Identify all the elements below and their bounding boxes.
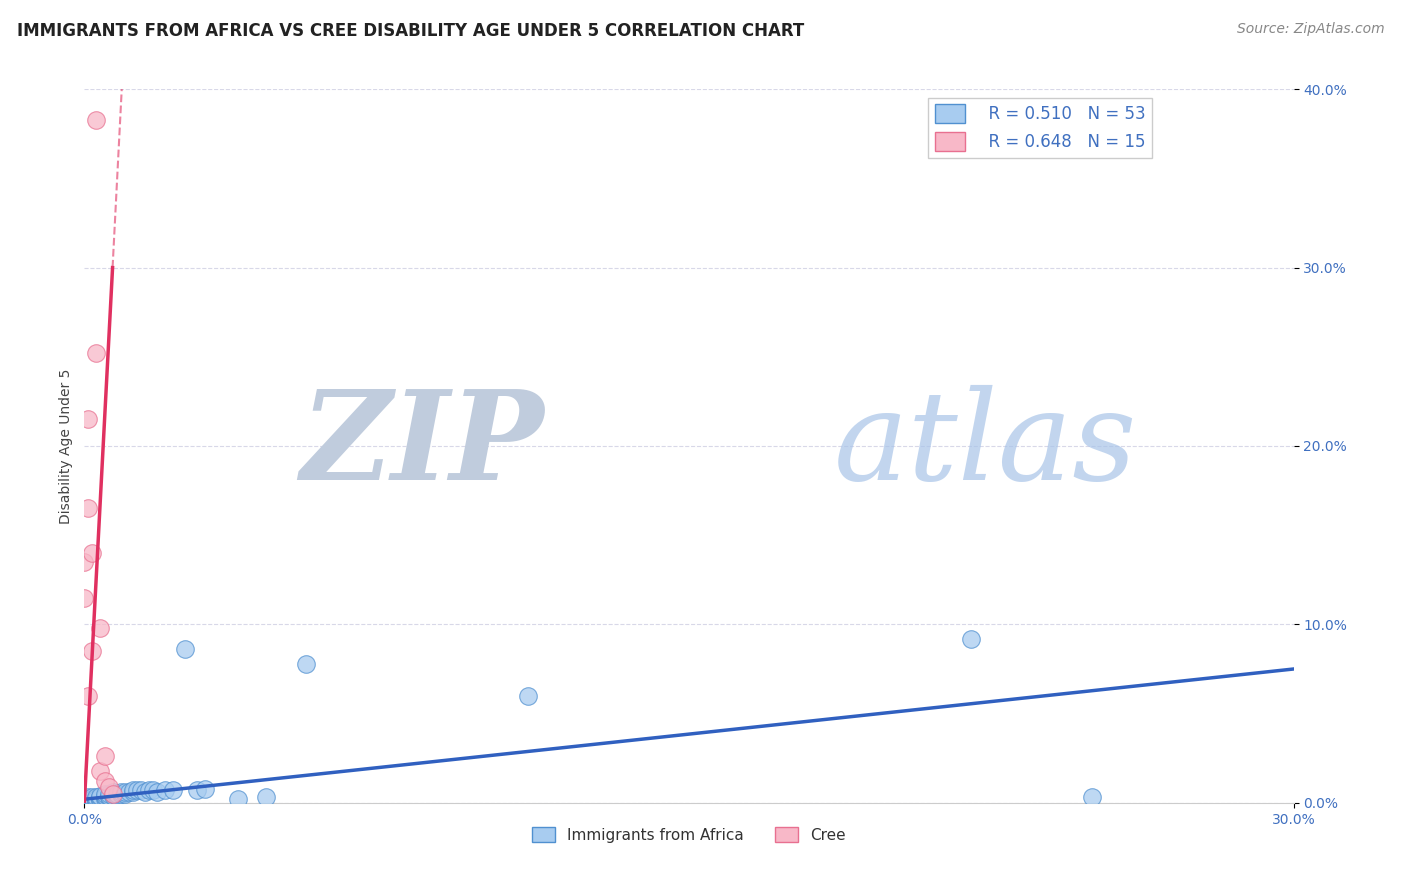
Point <box>93 774 115 789</box>
Point <box>174 642 197 657</box>
Point <box>82 792 104 806</box>
Point <box>101 787 124 801</box>
Point <box>86 346 108 360</box>
Point <box>226 792 249 806</box>
Point <box>194 781 217 796</box>
Point <box>129 783 152 797</box>
Point <box>295 657 318 671</box>
Point <box>89 621 111 635</box>
Point <box>146 785 169 799</box>
Point <box>138 783 160 797</box>
Point <box>73 555 96 569</box>
Point <box>89 789 111 803</box>
Point <box>82 546 104 560</box>
Point <box>82 792 104 806</box>
Point <box>153 783 176 797</box>
Point <box>82 644 104 658</box>
Point <box>142 783 165 797</box>
Point <box>77 794 100 808</box>
Y-axis label: Disability Age Under 5: Disability Age Under 5 <box>59 368 73 524</box>
Point <box>105 787 128 801</box>
Point <box>93 790 115 805</box>
Point <box>101 789 124 803</box>
Point <box>110 785 132 799</box>
Point <box>86 112 108 127</box>
Point <box>97 780 120 794</box>
Point <box>1081 790 1104 805</box>
Text: IMMIGRANTS FROM AFRICA VS CREE DISABILITY AGE UNDER 5 CORRELATION CHART: IMMIGRANTS FROM AFRICA VS CREE DISABILIT… <box>17 22 804 40</box>
Point <box>186 783 208 797</box>
Point <box>89 764 111 778</box>
Point <box>121 785 143 799</box>
Point <box>89 792 111 806</box>
Point <box>114 785 136 799</box>
Point <box>101 787 124 801</box>
Point <box>101 785 124 799</box>
Point <box>86 792 108 806</box>
Point <box>77 412 100 426</box>
Point <box>97 787 120 801</box>
Point <box>516 689 538 703</box>
Point <box>114 787 136 801</box>
Point <box>93 789 115 803</box>
Point <box>254 790 277 805</box>
Point <box>77 689 100 703</box>
Legend: Immigrants from Africa, Cree: Immigrants from Africa, Cree <box>526 821 852 848</box>
Point <box>960 632 983 646</box>
Point <box>110 787 132 801</box>
Point <box>105 789 128 803</box>
Text: ZIP: ZIP <box>299 385 544 507</box>
Text: atlas: atlas <box>834 385 1137 507</box>
Text: Source: ZipAtlas.com: Source: ZipAtlas.com <box>1237 22 1385 37</box>
Point <box>77 790 100 805</box>
Point <box>93 787 115 801</box>
Point <box>77 501 100 516</box>
Point <box>89 794 111 808</box>
Point <box>89 790 111 805</box>
Point <box>82 790 104 805</box>
Point <box>118 785 141 799</box>
Point <box>121 783 143 797</box>
Point <box>86 794 108 808</box>
Point <box>86 792 108 806</box>
Point <box>73 792 96 806</box>
Point <box>82 794 104 808</box>
Point <box>73 591 96 605</box>
Point <box>162 783 184 797</box>
Point <box>97 789 120 803</box>
Point <box>134 785 156 799</box>
Point <box>86 790 108 805</box>
Point <box>86 794 108 808</box>
Point <box>93 749 115 764</box>
Point <box>93 792 115 806</box>
Point <box>97 790 120 805</box>
Point <box>77 792 100 806</box>
Point <box>125 783 148 797</box>
